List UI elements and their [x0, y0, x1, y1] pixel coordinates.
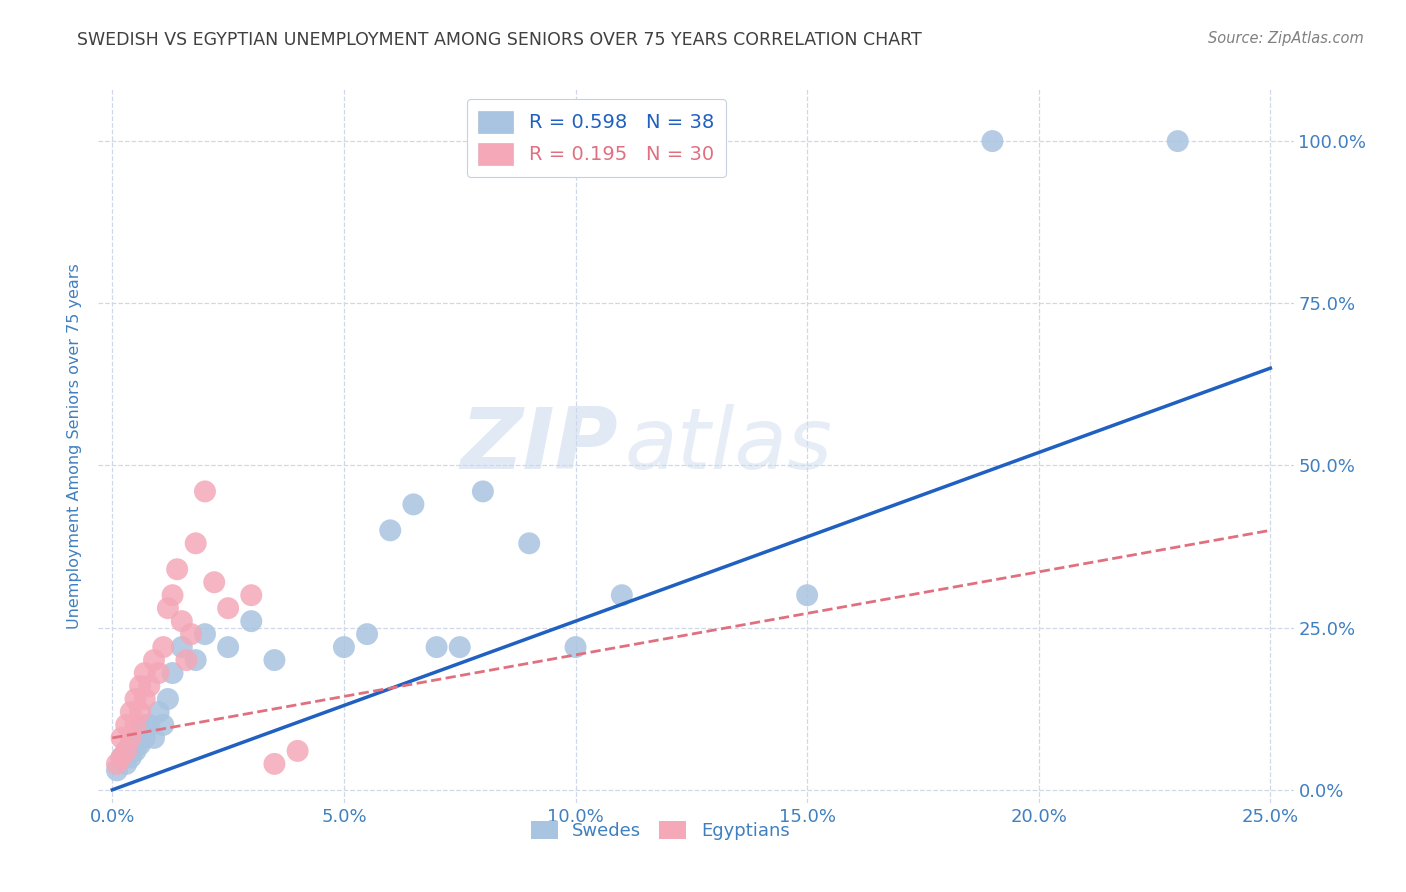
Point [184, 536, 207, 550]
Point [517, 536, 540, 550]
Point [138, 679, 160, 693]
Point [152, 718, 174, 732]
Point [610, 588, 633, 602]
Point [124, 692, 146, 706]
Point [115, 756, 138, 771]
Point [129, 679, 152, 693]
Text: atlas: atlas [624, 404, 832, 488]
Point [134, 718, 156, 732]
Point [110, 731, 132, 745]
Point [138, 718, 160, 732]
Point [115, 744, 138, 758]
Point [143, 653, 166, 667]
Point [148, 666, 170, 681]
Point [124, 731, 146, 745]
Point [129, 738, 152, 752]
Point [194, 484, 217, 499]
Point [124, 718, 146, 732]
Point [124, 744, 146, 758]
Point [170, 640, 193, 654]
Point [176, 653, 198, 667]
Point [166, 562, 188, 576]
Point [105, 764, 128, 778]
Y-axis label: Unemployment Among Seniors over 75 years: Unemployment Among Seniors over 75 years [67, 263, 83, 629]
Point [120, 705, 142, 719]
Point [263, 756, 285, 771]
Point [240, 588, 263, 602]
Text: SWEDISH VS EGYPTIAN UNEMPLOYMENT AMONG SENIORS OVER 75 YEARS CORRELATION CHART: SWEDISH VS EGYPTIAN UNEMPLOYMENT AMONG S… [77, 31, 922, 49]
Point [796, 588, 818, 602]
Point [134, 692, 156, 706]
Point [156, 601, 179, 615]
Point [162, 588, 184, 602]
Point [115, 744, 138, 758]
Point [426, 640, 449, 654]
Point [263, 653, 285, 667]
Point [194, 627, 217, 641]
Point [287, 744, 309, 758]
Point [449, 640, 471, 654]
Point [115, 718, 138, 732]
Point [184, 653, 207, 667]
Point [217, 640, 239, 654]
Point [143, 731, 166, 745]
Point [981, 134, 1004, 148]
Point [356, 627, 378, 641]
Point [148, 705, 170, 719]
Point [202, 575, 225, 590]
Point [134, 731, 156, 745]
Point [105, 756, 128, 771]
Point [120, 731, 142, 745]
Point [564, 640, 586, 654]
Point [240, 614, 263, 628]
Point [120, 738, 142, 752]
Point [180, 627, 202, 641]
Point [333, 640, 356, 654]
Legend: Swedes, Egyptians: Swedes, Egyptians [523, 814, 797, 847]
Point [380, 524, 402, 538]
Text: Source: ZipAtlas.com: Source: ZipAtlas.com [1208, 31, 1364, 46]
Point [1167, 134, 1189, 148]
Point [471, 484, 494, 499]
Point [217, 601, 239, 615]
Point [162, 666, 184, 681]
Point [110, 750, 132, 764]
Point [120, 750, 142, 764]
Point [152, 640, 174, 654]
Point [129, 724, 152, 739]
Point [156, 692, 179, 706]
Point [170, 614, 193, 628]
Point [402, 497, 425, 511]
Text: ZIP: ZIP [461, 404, 619, 488]
Point [134, 666, 156, 681]
Point [703, 134, 725, 148]
Point [110, 750, 132, 764]
Point [129, 705, 152, 719]
